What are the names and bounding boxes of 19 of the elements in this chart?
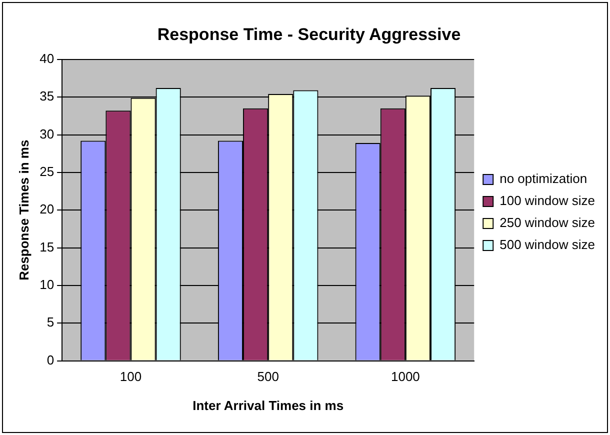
x-tick-label: 100 bbox=[120, 369, 142, 384]
legend-label: 500 window size bbox=[500, 237, 596, 252]
y-axis-title: Response Times in ms bbox=[16, 140, 32, 280]
x-axis-title: Inter Arrival Times in ms bbox=[192, 398, 344, 413]
chart-title: Response Time - Security Aggressive bbox=[157, 24, 461, 44]
y-tick-label: 25 bbox=[40, 164, 54, 180]
y-tick-label: 30 bbox=[40, 126, 54, 142]
y-tick-label: 10 bbox=[40, 277, 54, 292]
legend-label: no optimization bbox=[500, 171, 588, 186]
y-tick-label: 5 bbox=[46, 314, 54, 330]
x-tick-label: 1000 bbox=[390, 369, 420, 384]
legend-label: 250 window size bbox=[500, 215, 596, 230]
legend-label: 100 window size bbox=[500, 193, 596, 208]
x-tick-label: 500 bbox=[257, 369, 279, 384]
y-tick-label: 40 bbox=[40, 50, 54, 66]
y-tick-label: 20 bbox=[40, 202, 54, 217]
y-tick-label: 15 bbox=[40, 239, 54, 254]
y-tick-label: 0 bbox=[46, 352, 54, 368]
y-tick-label: 35 bbox=[40, 88, 54, 104]
